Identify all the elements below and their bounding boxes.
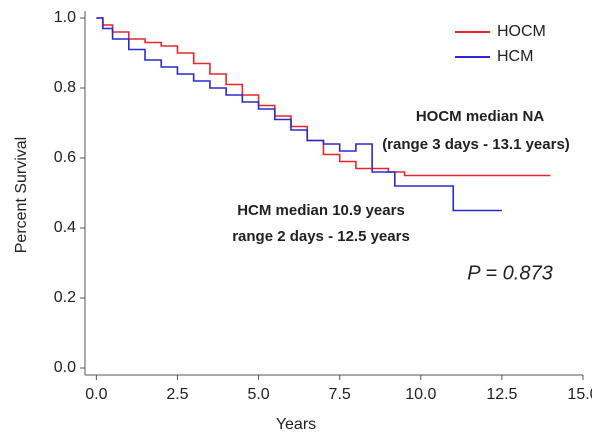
- y-tick-label: 1.0: [54, 9, 76, 26]
- y-axis-title: Percent Survival: [13, 137, 30, 254]
- x-tick-label: 2.5: [166, 386, 188, 403]
- legend-label: HOCM: [497, 23, 546, 40]
- annotation: P = 0.873: [467, 262, 552, 284]
- annotation: HCM median 10.9 years: [237, 202, 405, 219]
- y-tick-label: 0.8: [54, 79, 76, 96]
- x-tick-label: 15.0: [567, 386, 592, 403]
- y-tick-label: 0.0: [54, 359, 76, 376]
- x-tick-label: 7.5: [329, 386, 351, 403]
- annotation: (range 3 days - 13.1 years): [382, 136, 570, 153]
- x-axis-title: Years: [276, 416, 316, 433]
- x-tick-label: 5.0: [247, 386, 269, 403]
- x-tick-label: 0.0: [85, 386, 107, 403]
- legend-label: HCM: [497, 48, 533, 65]
- y-tick-label: 0.4: [54, 219, 76, 236]
- y-tick-label: 0.2: [54, 289, 76, 306]
- y-tick-label: 0.6: [54, 149, 76, 166]
- survival-line: [96, 17, 551, 177]
- x-tick-label: 10.0: [405, 386, 436, 403]
- annotation: range 2 days - 12.5 years: [232, 228, 410, 245]
- survival-line: [96, 17, 502, 212]
- x-tick-label: 12.5: [486, 386, 517, 403]
- annotation: HOCM median NA: [416, 108, 545, 125]
